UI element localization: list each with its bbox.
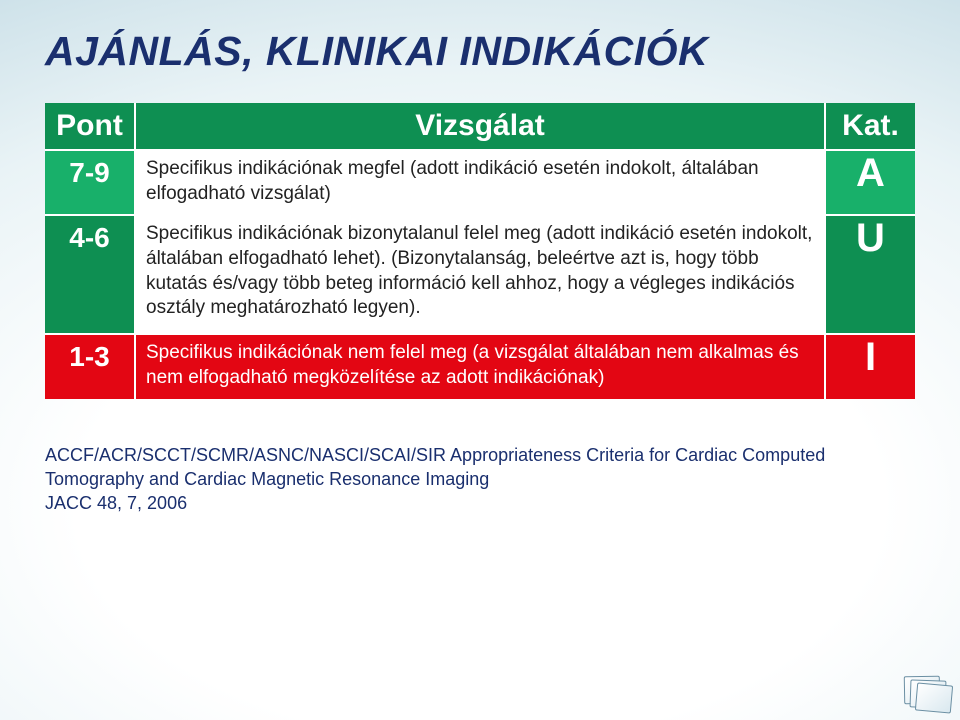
cell-text: Specifikus indikációnak nem felel meg (a…: [135, 334, 825, 398]
table-header-row: Pont Vizsgálat Kat.: [45, 103, 915, 150]
criteria-table: Pont Vizsgálat Kat. 7-9 Specifikus indik…: [45, 103, 915, 399]
col-header-pont: Pont: [45, 103, 135, 150]
cell-pont: 7-9: [45, 150, 135, 215]
citation-line: JACC 48, 7, 2006: [45, 491, 865, 515]
citation-line: ACCF/ACR/SCCT/SCMR/ASNC/NASCI/SCAI/SIR A…: [45, 443, 865, 492]
cell-kat: I: [825, 334, 915, 398]
table-row: 1-3 Specifikus indikációnak nem felel me…: [45, 334, 915, 398]
cell-text: Specifikus indikációnak megfel (adott in…: [135, 150, 825, 215]
citation-block: ACCF/ACR/SCCT/SCMR/ASNC/NASCI/SCAI/SIR A…: [45, 443, 865, 516]
cell-pont: 4-6: [45, 215, 135, 334]
page-title: AJÁNLÁS, KLINIKAI INDIKÁCIÓK: [45, 28, 915, 75]
cell-pont: 1-3: [45, 334, 135, 398]
table-row: 4-6 Specifikus indikációnak bizonytalanu…: [45, 215, 915, 334]
cell-kat: A: [825, 150, 915, 215]
corner-decoration-icon: [896, 670, 954, 714]
col-header-kat: Kat.: [825, 103, 915, 150]
cell-kat: U: [825, 215, 915, 334]
cell-text: Specifikus indikációnak bizonytalanul fe…: [135, 215, 825, 334]
col-header-vizsgalat: Vizsgálat: [135, 103, 825, 150]
table-row: 7-9 Specifikus indikációnak megfel (adot…: [45, 150, 915, 215]
slide-content: AJÁNLÁS, KLINIKAI INDIKÁCIÓK Pont Vizsgá…: [0, 0, 960, 535]
